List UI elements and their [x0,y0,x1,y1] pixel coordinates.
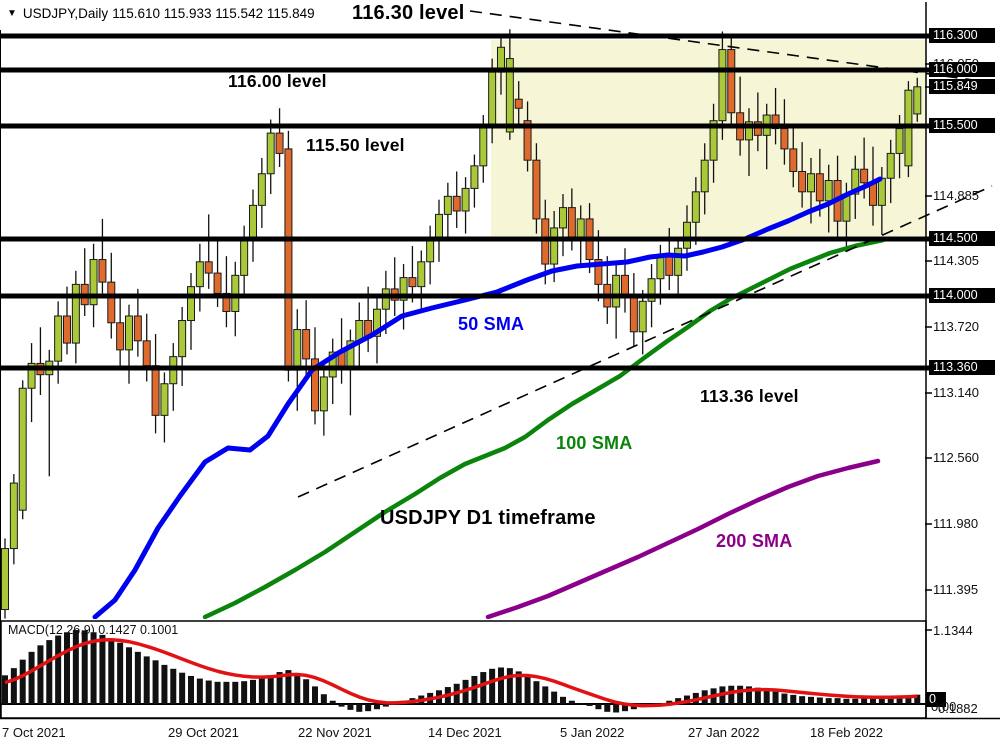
y-axis-price-badge: 115.849 [929,79,995,94]
ohlc-values: 115.610 115.933 115.542 115.849 [112,6,315,21]
y-axis-price-badge: 113.360 [929,360,995,375]
y-axis-label: 113.140 [933,385,980,400]
x-axis-date-label: 22 Nov 2021 [298,725,372,740]
sma-50-line [92,176,883,619]
annotation-116-00-level[interactable]: 116.00 level [228,71,327,91]
y-axis-price-badge: 115.500 [929,118,995,133]
dropdown-arrow-icon[interactable]: ▼ [7,8,17,19]
y-axis-label: 114.305 [933,253,980,268]
macd-axis-low-label: 0.1882 [938,701,978,716]
x-axis-date-label: 29 Oct 2021 [168,725,239,740]
y-axis-price-badge: 116.300 [929,28,995,43]
ascending-trendline [297,185,993,498]
macd-zero-label: 0.00 [931,699,957,714]
macd-axis-peak-label: 1.1344 [933,623,973,638]
sma-200-line [485,458,881,619]
sma-100-line [202,237,886,619]
y-axis-label: 113.720 [933,319,980,334]
x-axis-date-label: 7 Oct 2021 [2,725,66,740]
annotation-116-30-level[interactable]: 116.30 level [352,2,465,24]
annotation-113-36-level[interactable]: 113.36 level [700,386,799,406]
y-axis-label: 114.885 [933,188,980,203]
annotation-115-50-level[interactable]: 115.50 level [306,135,405,155]
y-axis-price-badge: 116.000 [929,62,995,77]
annotation-timeframe[interactable]: USDJPY D1 timeframe [380,507,596,529]
candles-and-mas [1,29,922,619]
x-axis-date-label: 18 Feb 2022 [810,725,884,740]
annotation-50-sma[interactable]: 50 SMA [458,314,525,334]
macd-zero-badge: 0 [926,692,946,707]
macd-signal-line [4,637,918,708]
y-axis-label: 111.980 [933,516,979,531]
y-axis-price-badge: 114.500 [929,231,995,246]
symbol-title: USDJPY,Daily [22,6,109,21]
x-axis-date-label: 5 Jan 2022 [560,725,625,740]
chart-title-bar: ▼ USDJPY,Daily 115.610 115.933 115.542 115… [7,6,315,21]
annotation-100-sma[interactable]: 100 SMA [556,433,633,453]
y-axis-label: 111.395 [933,582,979,597]
y-axis-label: 112.560 [933,450,980,465]
macd-indicator-label: MACD(12,26,9) 0.1427 0.1001 [8,623,179,637]
x-axis-date-label: 14 Dec 2021 [428,725,502,740]
annotation-200-sma[interactable]: 200 SMA [716,531,793,551]
y-axis-price-badge: 114.000 [929,288,995,303]
x-axis-date-label: 27 Jan 2022 [688,725,760,740]
